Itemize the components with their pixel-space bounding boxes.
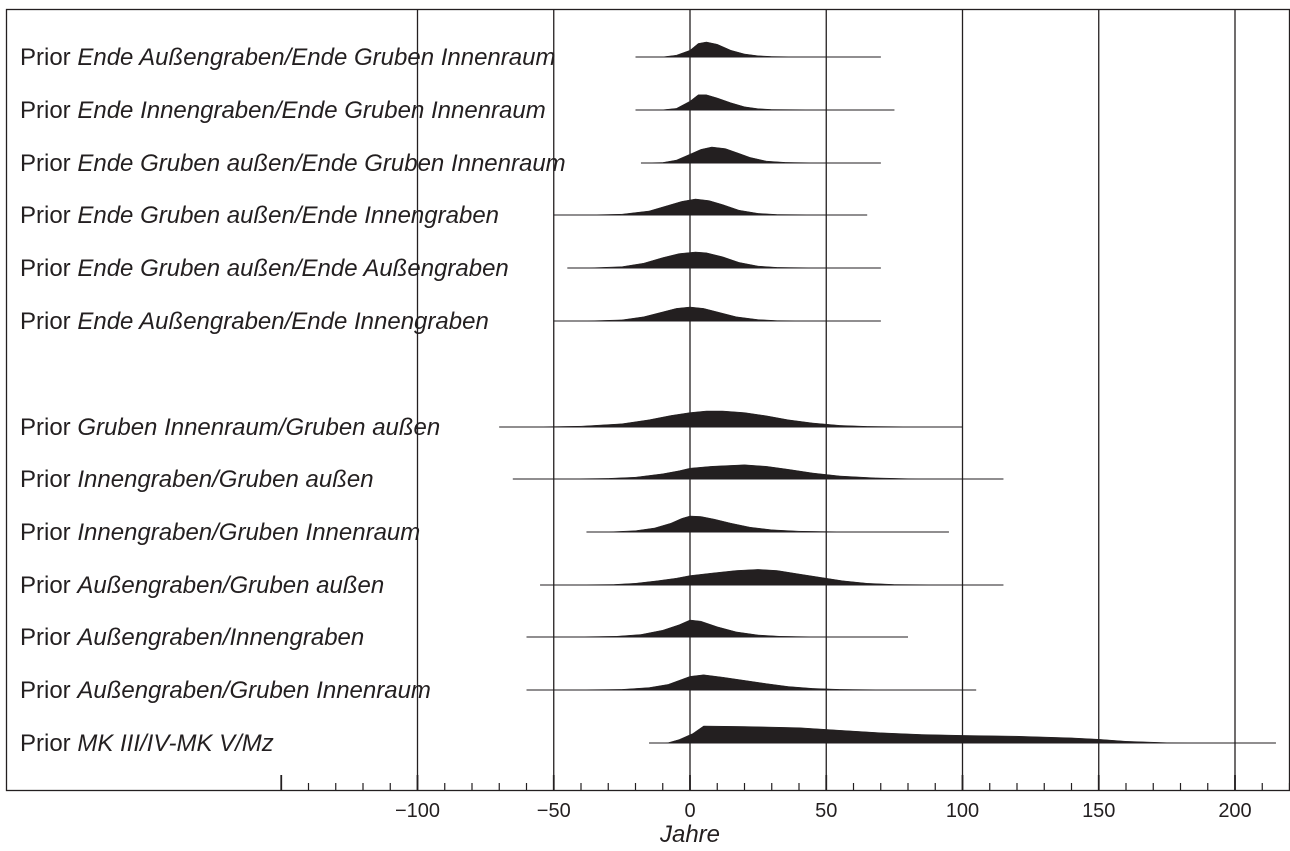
row-label-name: MK III/IV-MK V/Mz: [77, 730, 273, 757]
row-label-prefix: Prior: [20, 730, 71, 757]
row-label-prefix: Prior: [20, 150, 71, 177]
density-area: [635, 41, 881, 58]
row-label: Prior MK III/IV-MK V/Mz: [20, 730, 274, 757]
row-label-name: Ende Innengraben/Ende Gruben Innenraum: [77, 97, 545, 124]
row-label-prefix: Prior: [20, 255, 71, 282]
row-label-name: Innengraben/Gruben außen: [77, 466, 373, 493]
x-axis-title: Jahre: [659, 821, 720, 846]
row-label: Prior Außengraben/Gruben außen: [20, 572, 384, 599]
row-label-prefix: Prior: [20, 97, 71, 124]
prior-row: Prior Ende Außengraben/Ende Gruben Innen…: [20, 41, 881, 71]
density-area: [499, 410, 963, 428]
density-area: [567, 251, 881, 269]
prior-row: Prior Ende Innengraben/Ende Gruben Innen…: [20, 94, 895, 124]
row-label-name: Ende Gruben außen/Ende Innengraben: [77, 202, 499, 229]
row-label-name: Ende Außengraben/Ende Gruben Innenraum: [77, 44, 555, 71]
row-label-prefix: Prior: [20, 519, 71, 546]
row-label: Prior Innengraben/Gruben außen: [20, 466, 374, 493]
density-area: [553, 306, 881, 322]
density-area: [512, 464, 1004, 480]
row-label-prefix: Prior: [20, 414, 71, 441]
row-label: Prior Ende Gruben außen/Ende Gruben Inne…: [20, 150, 566, 177]
row-label-prefix: Prior: [20, 308, 71, 335]
prior-row: Prior Außengraben/Gruben außen: [20, 569, 1004, 599]
gridlines: [416, 10, 1236, 790]
prior-row: Prior Innengraben/Gruben Innenraum: [20, 515, 949, 546]
row-label: Prior Ende Gruben außen/Ende Innengraben: [20, 202, 499, 229]
row-label: Prior Ende Außengraben/Ende Innengraben: [20, 308, 489, 335]
row-label: Prior Ende Innengraben/Ende Gruben Innen…: [20, 97, 546, 124]
prior-row: Prior Gruben Innenraum/Gruben außen: [20, 410, 963, 441]
row-label-prefix: Prior: [20, 44, 71, 71]
row-label-name: Ende Außengraben/Ende Innengraben: [77, 308, 488, 335]
row-label-name: Gruben Innenraum/Gruben außen: [77, 414, 440, 441]
row-label-prefix: Prior: [20, 202, 71, 229]
row-label: Prior Gruben Innenraum/Gruben außen: [20, 414, 440, 441]
x-tick-label: 0: [684, 800, 695, 822]
density-area: [635, 94, 895, 111]
prior-row: Prior Außengraben/Innengraben: [20, 619, 909, 651]
row-label-prefix: Prior: [20, 624, 71, 651]
density-area: [586, 515, 949, 533]
prior-row: Prior MK III/IV-MK V/Mz: [20, 725, 1276, 757]
row-label: Prior Ende Gruben außen/Ende Außengraben: [20, 255, 509, 282]
x-tick-label: −50: [537, 800, 571, 822]
row-label-name: Ende Gruben außen/Ende Außengraben: [77, 255, 508, 282]
prior-row: Prior Ende Gruben außen/Ende Gruben Inne…: [20, 146, 881, 177]
row-label-prefix: Prior: [20, 677, 71, 704]
x-tick-label: 200: [1218, 800, 1251, 822]
row-label: Prior Ende Außengraben/Ende Gruben Innen…: [20, 44, 555, 71]
row-label: Prior Innengraben/Gruben Innenraum: [20, 519, 420, 546]
plot-frame: [5, 8, 1290, 792]
prior-row: Prior Ende Außengraben/Ende Innengraben: [20, 306, 881, 335]
density-area: [526, 674, 977, 691]
x-tick-label: 50: [815, 800, 837, 822]
row-label-name: Außengraben/Innengraben: [75, 624, 364, 651]
density-area: [526, 619, 909, 638]
row-label: Prior Außengraben/Innengraben: [20, 624, 364, 651]
x-axis: −100 −50 0 50 100 150 200: [280, 775, 1290, 822]
distribution-rows: Prior Ende Außengraben/Ende Gruben Innen…: [20, 41, 1276, 757]
row-label-name: Innengraben/Gruben Innenraum: [77, 519, 420, 546]
density-area: [640, 146, 881, 164]
x-tick-label: 100: [946, 800, 979, 822]
row-label-prefix: Prior: [20, 572, 71, 599]
prior-row: Prior Ende Gruben außen/Ende Innengraben: [20, 198, 868, 229]
density-area: [540, 569, 1004, 586]
prior-row: Prior Innengraben/Gruben außen: [20, 464, 1004, 493]
density-area: [649, 725, 1276, 744]
prior-row: Prior Ende Gruben außen/Ende Außengraben: [20, 251, 881, 282]
row-label: Prior Außengraben/Gruben Innenraum: [20, 677, 431, 704]
x-tick-label: −100: [395, 800, 440, 822]
prior-row: Prior Außengraben/Gruben Innenraum: [20, 674, 977, 704]
density-area: [553, 198, 868, 216]
row-label-name: Außengraben/Gruben Innenraum: [75, 677, 431, 704]
row-label-prefix: Prior: [20, 466, 71, 493]
x-tick-label: 150: [1082, 800, 1115, 822]
row-label-name: Ende Gruben außen/Ende Gruben Innenraum: [77, 150, 565, 177]
row-label-name: Außengraben/Gruben außen: [75, 572, 384, 599]
